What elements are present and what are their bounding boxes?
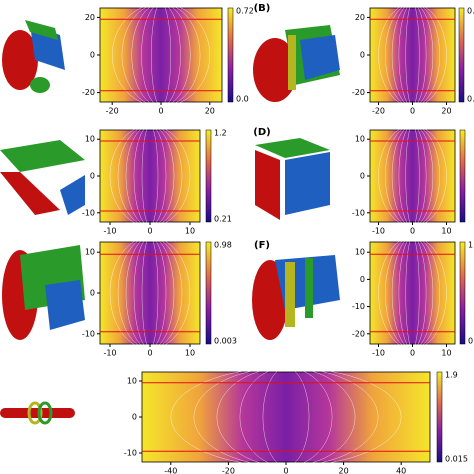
panel: 10 0 -10 -10 0 10 0.98 0.003 bbox=[82, 236, 237, 358]
y-tick-label: 0 bbox=[90, 172, 95, 181]
colorbar-label: 0.21 bbox=[214, 215, 232, 224]
panel-label: (D) bbox=[253, 127, 270, 138]
colorbar-label: 1.2 bbox=[214, 129, 227, 138]
panel: 20 0 -20 -20 0 20 0.72 0.0 bbox=[82, 3, 254, 116]
y-tick-label: 0 bbox=[360, 172, 365, 181]
render-d bbox=[255, 138, 330, 220]
x-tick-label: 0 bbox=[283, 467, 288, 474]
render-a bbox=[2, 20, 65, 93]
x-tick-label: -20 bbox=[372, 107, 385, 116]
y-tick-label: -20 bbox=[352, 329, 365, 338]
colorbar-label: 0.8 bbox=[467, 7, 474, 16]
panel-label: (B) bbox=[254, 3, 271, 14]
panel-label: (F) bbox=[254, 240, 270, 251]
y-tick-label: 10 bbox=[85, 135, 95, 144]
y-tick-label: 10 bbox=[355, 248, 365, 257]
y-tick-label: 0 bbox=[360, 51, 365, 60]
y-tick-label: -10 bbox=[82, 208, 95, 217]
contour bbox=[378, 3, 447, 107]
panel: 10 0 -10 -20 -10 0 10 1.00 0.00 (F) bbox=[254, 236, 474, 358]
x-tick-label: 20 bbox=[339, 467, 349, 474]
heatmap bbox=[369, 129, 456, 223]
colorbar bbox=[436, 371, 443, 463]
contour bbox=[109, 236, 191, 350]
y-tick-label: -20 bbox=[82, 88, 95, 97]
y-tick-label: 10 bbox=[85, 248, 95, 257]
panel: 10 0 -10 -40 -20 0 20 40 1.9 0.015 bbox=[124, 367, 468, 474]
contour bbox=[378, 236, 447, 350]
y-tick-label: -10 bbox=[352, 302, 365, 311]
heatmap bbox=[99, 129, 201, 223]
render-f bbox=[252, 255, 340, 340]
x-tick-label: 0 bbox=[410, 227, 415, 236]
x-tick-label: -20 bbox=[222, 467, 235, 474]
colorbar-label: 0.72 bbox=[236, 7, 254, 16]
x-tick-label: 10 bbox=[441, 349, 451, 358]
colorbar bbox=[205, 129, 212, 223]
render-c bbox=[0, 140, 85, 215]
colorbar bbox=[459, 129, 466, 223]
x-tick-label: 40 bbox=[396, 467, 406, 474]
x-tick-label: -10 bbox=[372, 349, 385, 358]
x-tick-label: -20 bbox=[106, 107, 119, 116]
heatmap bbox=[369, 241, 456, 345]
colorbar-label: 0.00 bbox=[468, 337, 474, 346]
colorbar bbox=[227, 7, 234, 103]
heatmap bbox=[99, 7, 223, 103]
x-tick-label: -10 bbox=[372, 227, 385, 236]
x-tick-label: 20 bbox=[205, 107, 215, 116]
contour bbox=[109, 125, 191, 227]
render-b bbox=[253, 25, 340, 102]
heatmap bbox=[369, 7, 456, 103]
y-tick-label: 0 bbox=[360, 275, 365, 284]
x-tick-label: 10 bbox=[185, 349, 195, 358]
y-tick-label: -10 bbox=[82, 329, 95, 338]
x-tick-label: 20 bbox=[441, 107, 451, 116]
colorbar-label: 0.98 bbox=[214, 241, 232, 250]
x-tick-label: 0 bbox=[158, 107, 163, 116]
y-tick-label: 20 bbox=[85, 13, 95, 22]
colorbar bbox=[459, 241, 466, 345]
panel: 10 0 -10 -10 0 10 (D) bbox=[253, 125, 466, 236]
colorbar-label: 1.9 bbox=[445, 371, 458, 380]
y-tick-label: -20 bbox=[352, 88, 365, 97]
contour bbox=[111, 3, 211, 107]
y-tick-label: 0 bbox=[90, 289, 95, 298]
heatmap bbox=[99, 241, 201, 345]
colorbar bbox=[458, 7, 465, 103]
x-tick-label: 0 bbox=[147, 349, 152, 358]
x-tick-label: -10 bbox=[103, 227, 116, 236]
x-tick-label: 0 bbox=[410, 349, 415, 358]
y-tick-label: 0 bbox=[132, 413, 137, 422]
panel: 10 0 -10 -10 0 10 1.2 0.21 bbox=[82, 125, 232, 236]
render-e bbox=[2, 245, 85, 340]
colorbar-label: 1.00 bbox=[468, 241, 474, 250]
contour bbox=[378, 125, 447, 227]
heatmap bbox=[141, 371, 431, 463]
x-tick-label: -10 bbox=[103, 349, 116, 358]
y-tick-label: 0 bbox=[90, 51, 95, 60]
x-tick-label: 0 bbox=[147, 227, 152, 236]
x-tick-label: 10 bbox=[441, 227, 451, 236]
y-tick-label: -10 bbox=[352, 208, 365, 217]
y-tick-label: -10 bbox=[124, 449, 137, 458]
render-g bbox=[0, 401, 75, 425]
colorbar-label: 0.003 bbox=[214, 337, 237, 346]
y-tick-label: 10 bbox=[355, 135, 365, 144]
colorbar bbox=[205, 241, 212, 345]
x-tick-label: -40 bbox=[164, 467, 177, 474]
contour bbox=[170, 367, 402, 467]
panel: 20 0 -20 -20 0 20 0.8 0.0 (B) bbox=[254, 3, 474, 116]
colorbar-label: 0.0 bbox=[467, 95, 474, 104]
y-tick-label: 20 bbox=[355, 13, 365, 22]
x-tick-label: 0 bbox=[410, 107, 415, 116]
x-tick-label: 10 bbox=[185, 227, 195, 236]
colorbar-label: 0.0 bbox=[236, 95, 249, 104]
y-tick-label: 10 bbox=[127, 377, 137, 386]
colorbar-label: 0.015 bbox=[445, 455, 468, 464]
